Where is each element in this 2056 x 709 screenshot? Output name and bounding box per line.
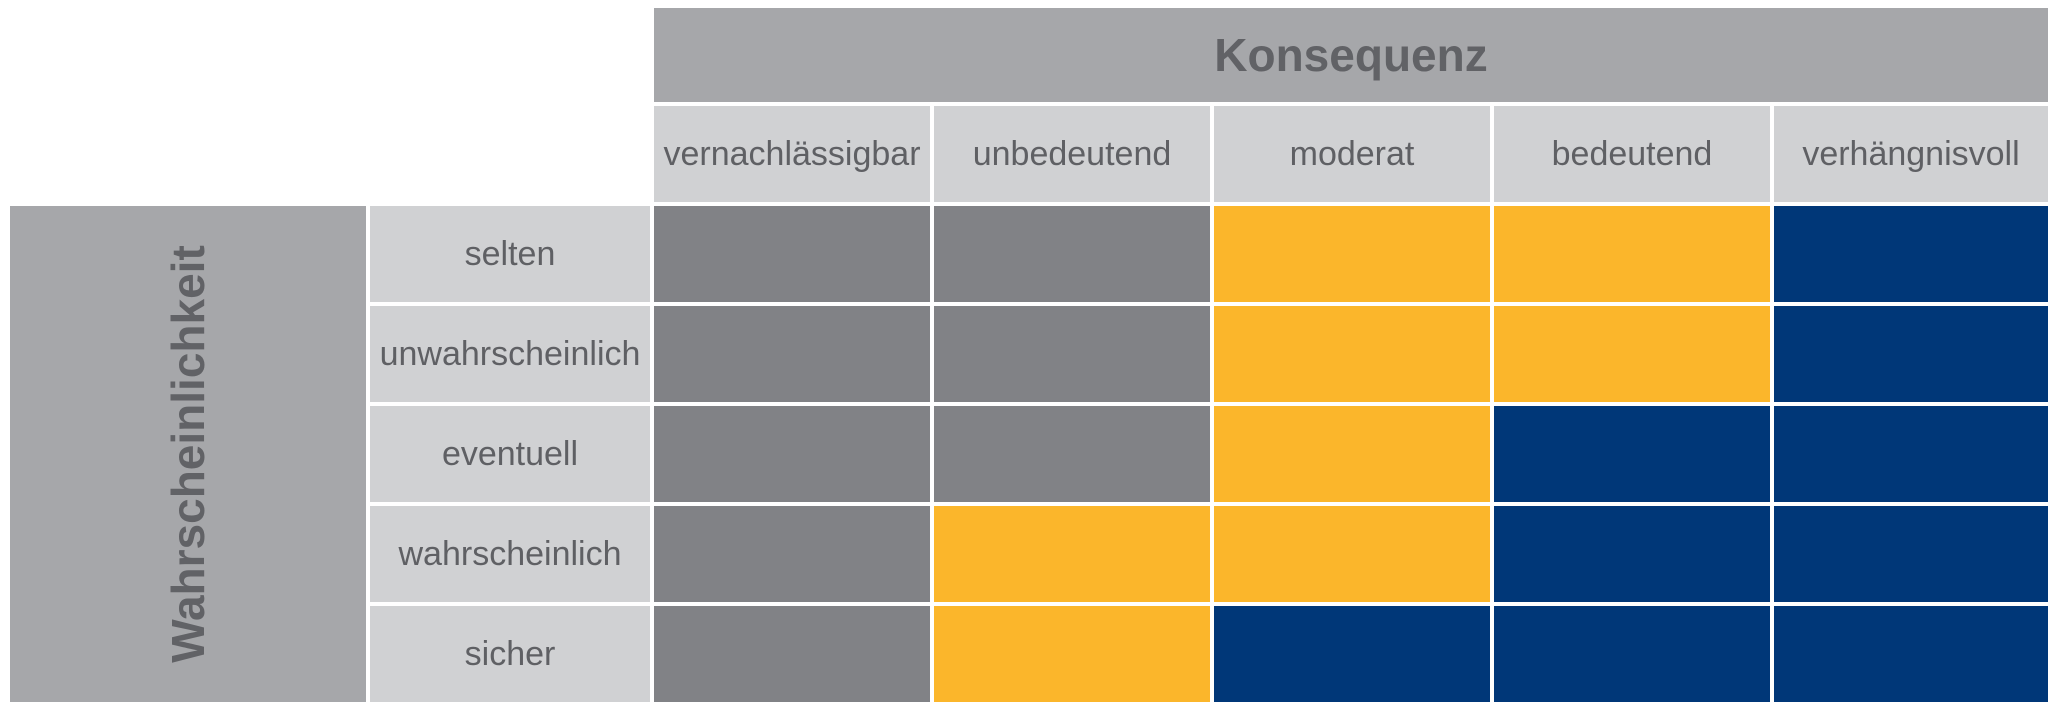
row-header-wahrscheinlich: wahrscheinlich — [370, 506, 650, 602]
risk-cell-medium — [934, 506, 1210, 602]
row-header-selten: selten — [370, 206, 650, 302]
column-header-unbedeutend: unbedeutend — [934, 106, 1210, 202]
risk-cell-medium — [934, 606, 1210, 702]
risk-cell-high — [1774, 506, 2048, 602]
risk-cell-low — [654, 406, 930, 502]
column-header-vernachlaessigbar: vernachlässigbar — [654, 106, 930, 202]
risk-cell-medium — [1494, 206, 1770, 302]
risk-cell-medium — [1214, 306, 1490, 402]
risk-cell-low — [934, 406, 1210, 502]
risk-cell-high — [1494, 606, 1770, 702]
column-header-verhaengnisvoll: verhängnisvoll — [1774, 106, 2048, 202]
row-header-unwahrscheinlich: unwahrscheinlich — [370, 306, 650, 402]
column-axis-title: Konsequenz — [654, 8, 2048, 102]
risk-cell-high — [1214, 606, 1490, 702]
risk-cell-high — [1774, 606, 2048, 702]
risk-cell-low — [654, 606, 930, 702]
risk-cell-medium — [1214, 206, 1490, 302]
row-header-sicher: sicher — [370, 606, 650, 702]
row-axis-title: Wahrscheinlichkeit — [162, 245, 214, 663]
risk-cell-high — [1494, 406, 1770, 502]
column-header-bedeutend: bedeutend — [1494, 106, 1770, 202]
risk-cell-low — [934, 306, 1210, 402]
risk-cell-medium — [1214, 506, 1490, 602]
row-header-eventuell: eventuell — [370, 406, 650, 502]
risk-cell-low — [654, 506, 930, 602]
risk-cell-high — [1494, 506, 1770, 602]
risk-cell-low — [934, 206, 1210, 302]
risk-cell-low — [654, 306, 930, 402]
risk-cell-high — [1774, 206, 2048, 302]
column-header-moderat: moderat — [1214, 106, 1490, 202]
risk-cell-high — [1774, 406, 2048, 502]
risk-cell-low — [654, 206, 930, 302]
row-axis-panel: Wahrscheinlichkeit — [10, 206, 366, 702]
risk-cell-medium — [1494, 306, 1770, 402]
risk-cell-high — [1774, 306, 2048, 402]
risk-cell-medium — [1214, 406, 1490, 502]
